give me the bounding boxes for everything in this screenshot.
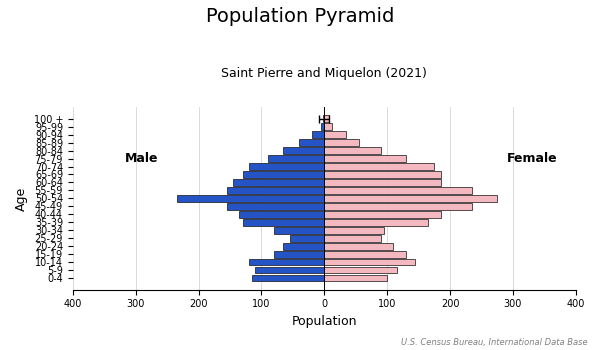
- Bar: [324, 203, 472, 210]
- Bar: [324, 116, 329, 122]
- Text: Male: Male: [125, 152, 158, 165]
- Bar: [268, 155, 324, 162]
- Bar: [290, 235, 324, 242]
- Bar: [239, 211, 324, 218]
- Bar: [242, 219, 324, 226]
- Bar: [252, 275, 324, 281]
- Bar: [274, 251, 324, 258]
- Bar: [249, 163, 324, 170]
- Bar: [324, 155, 406, 162]
- Bar: [321, 123, 324, 130]
- Bar: [283, 243, 324, 250]
- Text: Female: Female: [506, 152, 557, 165]
- X-axis label: Population: Population: [292, 315, 357, 328]
- Bar: [324, 211, 440, 218]
- Bar: [249, 259, 324, 266]
- Title: Saint Pierre and Miquelon (2021): Saint Pierre and Miquelon (2021): [221, 66, 427, 79]
- Bar: [312, 131, 324, 138]
- Bar: [324, 219, 428, 226]
- Bar: [283, 147, 324, 154]
- Bar: [176, 195, 324, 202]
- Bar: [324, 171, 440, 178]
- Text: Population Pyramid: Population Pyramid: [206, 7, 394, 26]
- Bar: [242, 171, 324, 178]
- Bar: [324, 195, 497, 202]
- Bar: [324, 243, 394, 250]
- Bar: [274, 227, 324, 234]
- Bar: [323, 116, 324, 122]
- Bar: [324, 235, 381, 242]
- Bar: [324, 123, 332, 130]
- Bar: [324, 259, 415, 266]
- Bar: [233, 179, 324, 186]
- Bar: [324, 131, 346, 138]
- Bar: [324, 267, 397, 273]
- Bar: [324, 251, 406, 258]
- Bar: [324, 163, 434, 170]
- Bar: [299, 139, 324, 146]
- Y-axis label: Age: Age: [15, 186, 28, 210]
- Bar: [324, 187, 472, 194]
- Bar: [255, 267, 324, 273]
- Bar: [227, 187, 324, 194]
- Bar: [324, 275, 387, 281]
- Bar: [324, 179, 440, 186]
- Text: U.S. Census Bureau, International Data Base: U.S. Census Bureau, International Data B…: [401, 337, 588, 346]
- Bar: [324, 139, 359, 146]
- Bar: [324, 227, 384, 234]
- Bar: [324, 147, 381, 154]
- Bar: [227, 203, 324, 210]
